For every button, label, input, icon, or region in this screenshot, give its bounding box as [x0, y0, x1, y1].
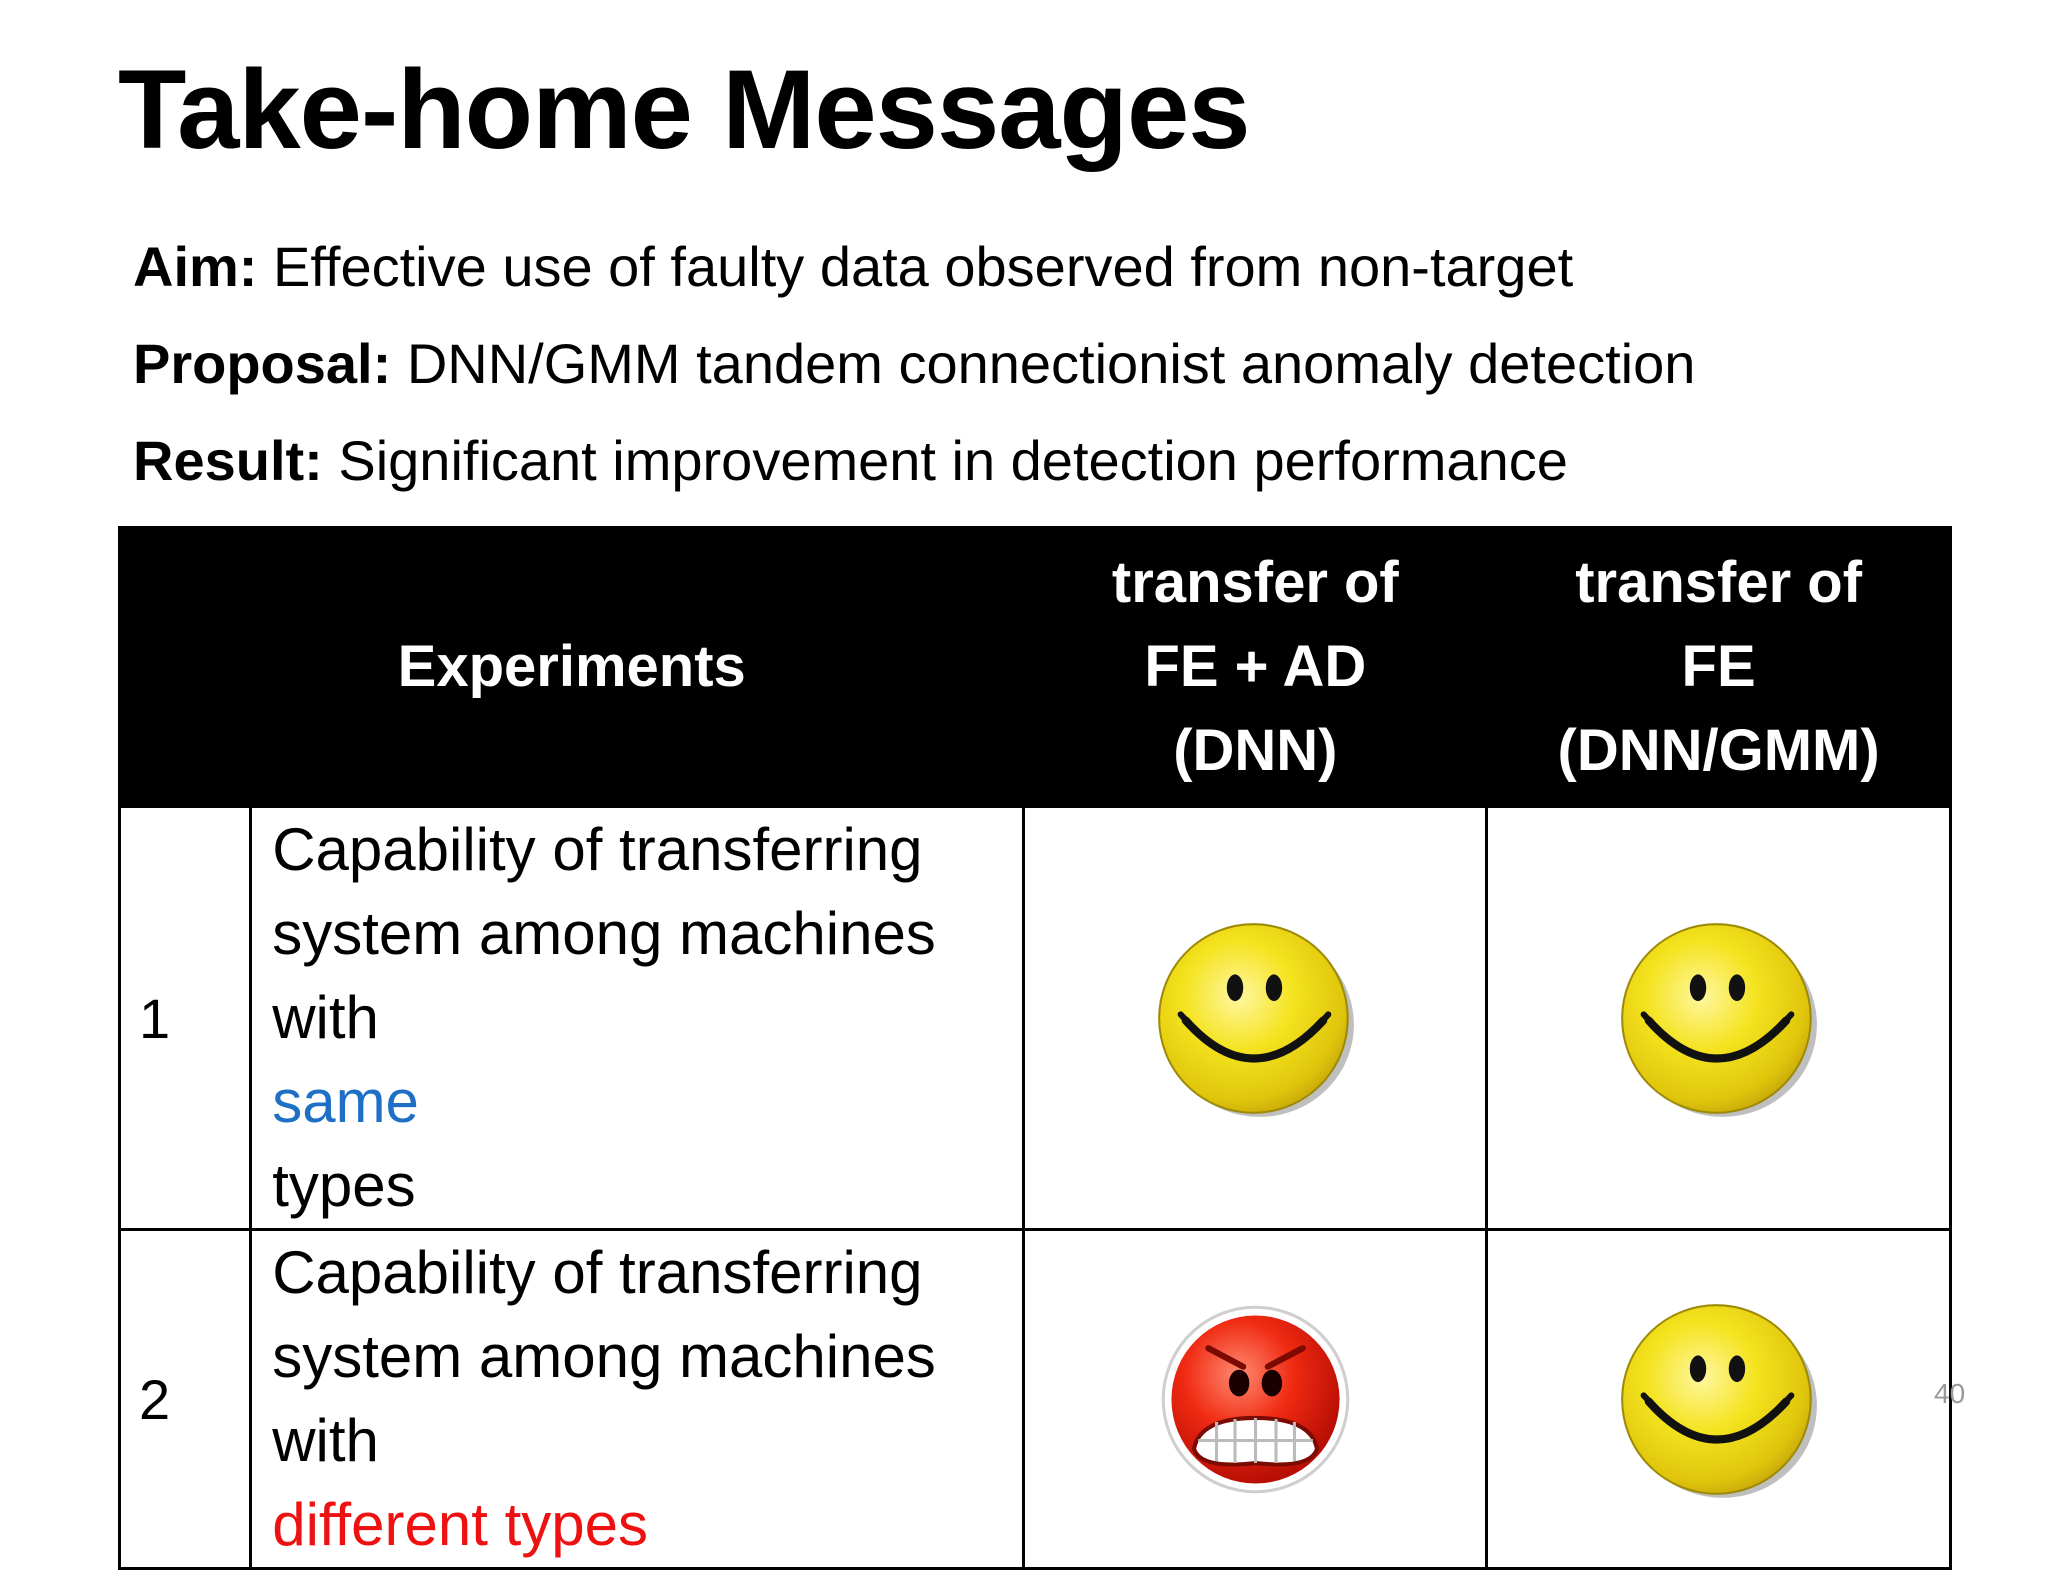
description-line: with same types [272, 976, 1022, 1228]
row-number: 2 [117, 1228, 253, 1570]
proposal-label: Proposal: [133, 332, 392, 395]
result-label: Result: [133, 429, 323, 492]
happy-face-icon [1621, 922, 1818, 1117]
header-transfer-fe: transfer of FE (DNN/GMM) [1485, 526, 1952, 808]
proposal-text: DNN/GMM tandem connectionist anomaly det… [391, 332, 1696, 395]
description-suffix: types [272, 1152, 416, 1219]
description-line: system among machines [272, 900, 936, 967]
aim-label: Aim: [133, 235, 258, 298]
description-line: with different types [272, 1399, 1022, 1567]
header-a-line-3: (DNN) [1173, 718, 1338, 783]
angry-face-icon [1161, 1305, 1350, 1493]
table-row: 2 Capability of transferring system amon… [117, 1228, 1952, 1570]
slide-title: Take-home Messages [118, 47, 1251, 172]
header-transfer-fe-ad: transfer of FE + AD (DNN) [1022, 526, 1489, 808]
header-experiments: Experiments [117, 526, 1026, 808]
experiment-description: Capability of transferring system among … [249, 1228, 1026, 1570]
result-cell [1022, 1228, 1489, 1570]
result-bullet: Result: Significant improvement in detec… [133, 412, 1695, 509]
description-prefix: with [272, 984, 379, 1051]
table-header-row: Experiments transfer of FE + AD (DNN) tr… [117, 526, 1952, 808]
happy-face-icon [1157, 922, 1354, 1117]
aim-text: Effective use of faulty data observed fr… [257, 235, 1574, 298]
experiment-description: Capability of transferring system among … [249, 805, 1026, 1231]
description-line: Capability of transferring [272, 1239, 923, 1306]
header-b-line-2: FE [1681, 634, 1756, 699]
description-line: Capability of transferring [272, 816, 923, 883]
header-b-line-3: (DNN/GMM) [1557, 718, 1880, 783]
aim-bullet: Aim: Effective use of faulty data observ… [133, 218, 1695, 315]
row-number: 1 [117, 805, 253, 1231]
highlight-same: same [272, 1068, 419, 1135]
experiments-table: Experiments transfer of FE + AD (DNN) tr… [117, 526, 1952, 1570]
description-prefix: with [272, 1407, 379, 1474]
result-cell [1485, 1228, 1952, 1570]
table-row: 1 Capability of transferring system amon… [117, 805, 1952, 1231]
result-cell [1022, 805, 1489, 1231]
result-cell [1485, 805, 1952, 1231]
page-number: 40 [1934, 1378, 1966, 1409]
header-a-line-2: FE + AD [1144, 634, 1367, 699]
header-a-line-1: transfer of [1111, 550, 1399, 615]
happy-face-icon [1621, 1303, 1818, 1498]
proposal-bullet: Proposal: DNN/GMM tandem connectionist a… [133, 315, 1695, 412]
result-text: Significant improvement in detection per… [322, 429, 1568, 492]
key-messages: Aim: Effective use of faulty data observ… [133, 218, 1695, 509]
highlight-different-types: different types [272, 1491, 648, 1558]
description-line: system among machines [272, 1323, 936, 1390]
header-b-line-1: transfer of [1575, 550, 1863, 615]
